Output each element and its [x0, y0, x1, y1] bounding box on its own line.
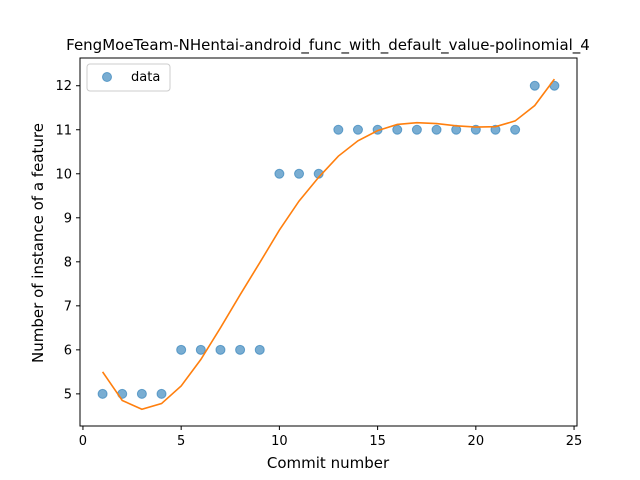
data-point: [529, 80, 540, 91]
data-point: [392, 124, 403, 135]
data-point: [510, 124, 521, 135]
data-point: [136, 388, 147, 399]
x-tick-label: 0: [79, 434, 87, 449]
axes-frame: [79, 57, 578, 427]
data-point: [333, 124, 344, 135]
y-tick-label: 12: [55, 79, 72, 94]
x-tick-label: 10: [271, 434, 288, 449]
y-tick-label: 8: [64, 255, 72, 270]
x-tick-label: 5: [177, 434, 185, 449]
data-point: [431, 124, 442, 135]
x-tick-label: 15: [369, 434, 386, 449]
y-tick-label: 5: [64, 387, 72, 402]
x-tick-label: 20: [468, 434, 485, 449]
x-axis-label: Commit number: [267, 454, 390, 472]
y-tick-label: 9: [64, 211, 72, 226]
plot-area: [97, 78, 560, 411]
legend-frame: [86, 63, 171, 92]
data-point: [274, 168, 285, 179]
data-point: [195, 344, 206, 355]
legend-label-data: data: [131, 70, 160, 85]
data-point: [411, 124, 422, 135]
data-point: [176, 344, 187, 355]
y-tick-label: 11: [55, 123, 72, 138]
y-tick-label: 10: [55, 167, 72, 182]
y-tick-label: 6: [64, 343, 72, 358]
chart-title: FengMoeTeam-NHentai-android_func_with_de…: [66, 36, 590, 55]
axes: 0 5 10 15 20 25 5 6 7 8 9 10 11 12: [55, 57, 583, 449]
y-axis-label: Number of instance of a feature: [29, 123, 47, 363]
data-point: [97, 388, 108, 399]
x-tick-label: 25: [566, 434, 583, 449]
data-point: [254, 344, 265, 355]
data-point: [215, 344, 226, 355]
data-point: [294, 168, 305, 179]
y-tick-label: 7: [64, 299, 72, 314]
legend: data: [86, 63, 171, 92]
data-point: [235, 344, 246, 355]
data-point: [352, 124, 363, 135]
legend-marker-data: [102, 72, 112, 82]
fit-line: [101, 78, 556, 411]
data-point: [156, 388, 167, 399]
